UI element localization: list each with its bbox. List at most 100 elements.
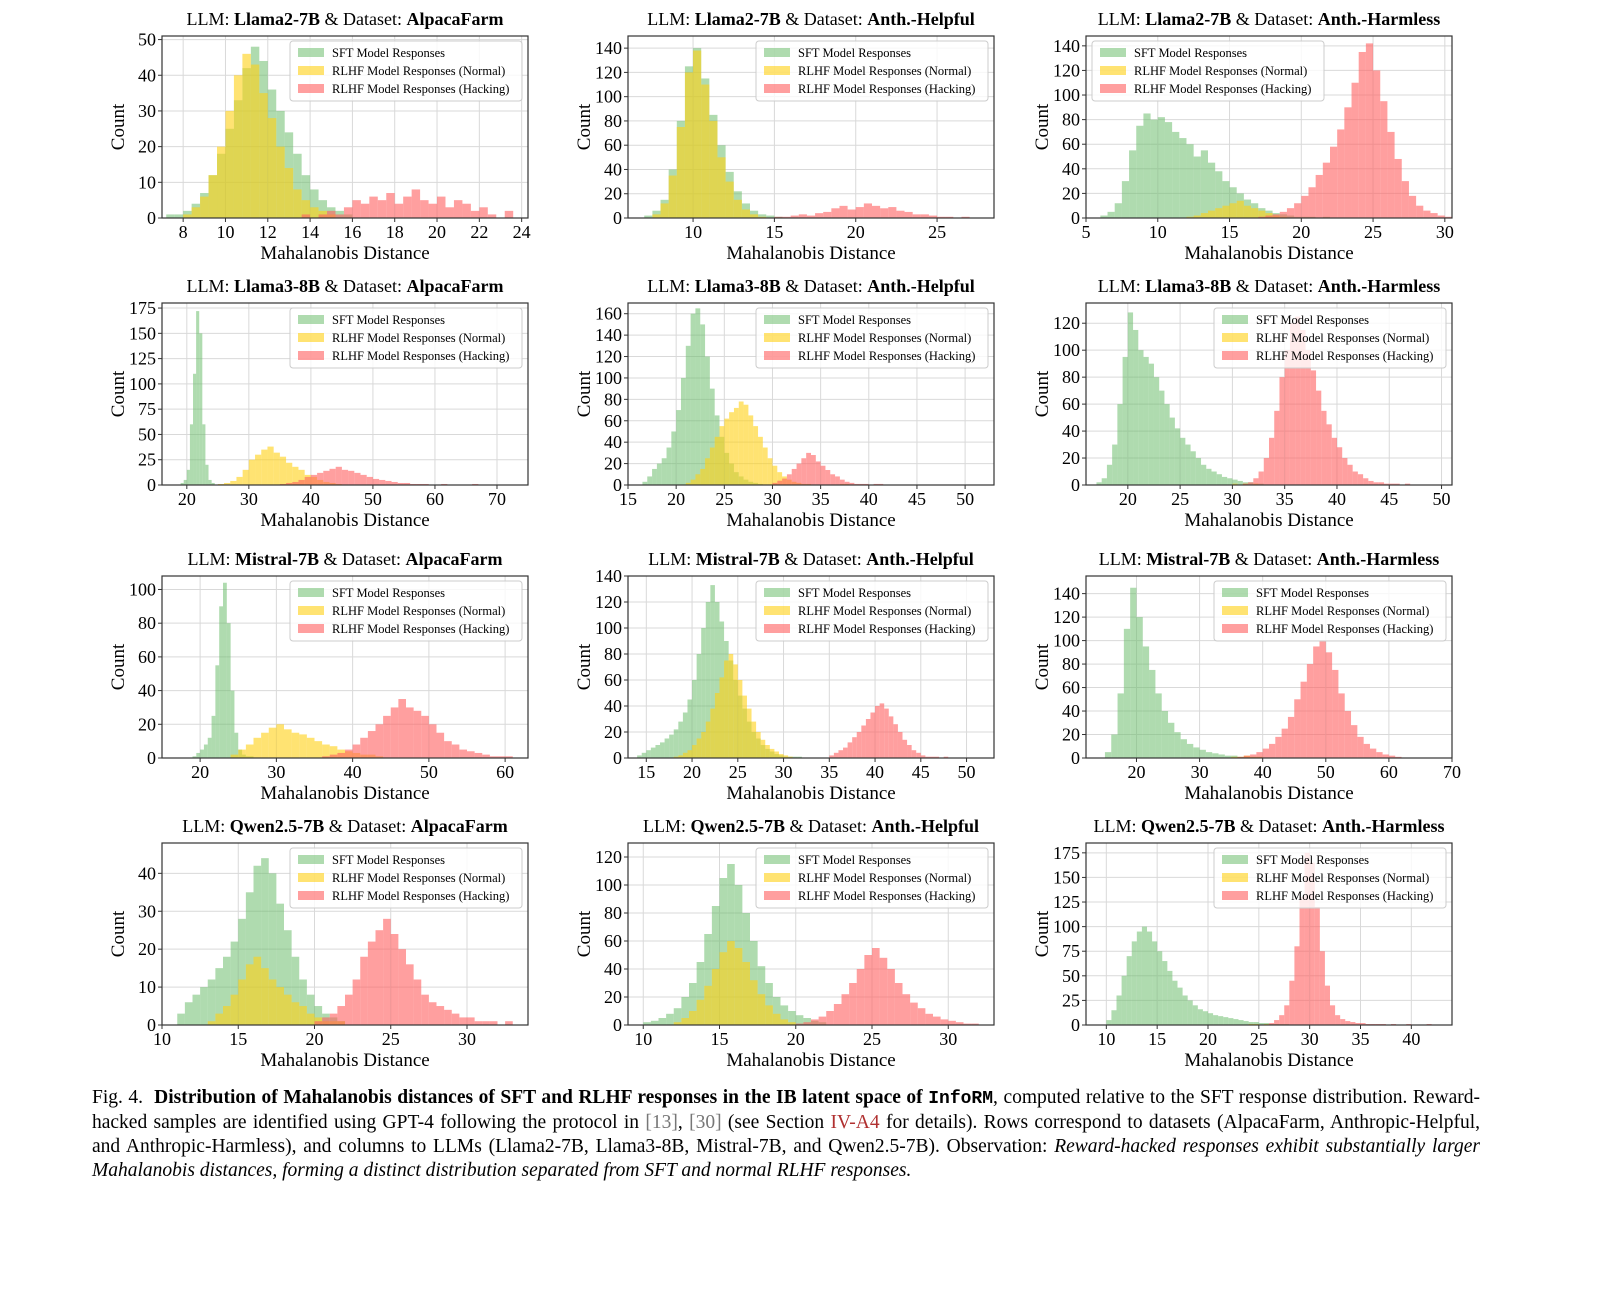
histogram-panel: LLM: Llama2-7B & Dataset: Anth.-Harmless… — [1016, 5, 1486, 273]
histogram-panel: LLM: Qwen2.5-7B & Dataset: AlpacaFarm 10 1… — [92, 812, 562, 1080]
histogram-bar-normal — [751, 721, 757, 758]
histogram-bar-hacking — [929, 756, 935, 758]
x-tick-label: 15 — [229, 1029, 247, 1049]
x-tick-label: 22 — [470, 222, 488, 242]
histogram-bar-hacking — [329, 1013, 338, 1025]
histogram-bar-sft — [1174, 732, 1181, 758]
histogram-bar-normal — [238, 979, 246, 1025]
histogram-bar-hacking — [403, 196, 412, 218]
histogram-bar-hacking — [1360, 1023, 1366, 1025]
histogram-bar-hacking — [1316, 390, 1322, 485]
histogram-bar-normal — [733, 199, 742, 218]
histogram-bar-sft — [1153, 377, 1160, 485]
y-tick-label: 80 — [604, 644, 622, 664]
histogram-bar-hacking — [1250, 754, 1257, 758]
histogram-chart: LLM: Llama3-8B & Dataset: Anth.-Harmless… — [1032, 276, 1453, 531]
histogram-bar-hacking — [372, 478, 380, 485]
legend-label-sft: SFT Model Responses — [798, 313, 911, 327]
histogram-bar-normal — [223, 1006, 231, 1025]
legend: SFT Model Responses RLHF Model Responses … — [289, 307, 523, 369]
histogram-bar-sft — [660, 742, 665, 758]
histogram-bar-hacking — [1248, 482, 1254, 485]
histogram-bar-hacking — [884, 708, 889, 758]
model-name: InfoRM — [928, 1089, 994, 1109]
histogram-bar-hacking — [1365, 43, 1374, 218]
y-tick-label: 75 — [138, 399, 156, 419]
histogram-bar-normal — [284, 729, 292, 758]
histogram-bar-normal — [772, 465, 778, 485]
x-tick-label: 40 — [1254, 762, 1272, 782]
histogram-bar-hacking — [474, 752, 483, 758]
histogram-bar-normal — [673, 756, 679, 758]
histogram-bar-hacking — [904, 211, 913, 218]
histogram-bar-hacking — [1281, 728, 1288, 758]
x-tick-label: 15 — [1221, 222, 1239, 242]
y-tick-label: 20 — [138, 137, 156, 157]
histogram-bar-hacking — [1357, 474, 1364, 485]
histogram-bar-sft — [1130, 587, 1137, 758]
x-tick-label: 25 — [1250, 1029, 1268, 1049]
histogram-bar-hacking — [379, 479, 386, 485]
legend-label-sft: SFT Model Responses — [332, 313, 445, 327]
histogram-bar-hacking — [791, 468, 797, 485]
histogram-panel: LLM: Llama2-7B & Dataset: Anth.-Helpful 1… — [558, 5, 1028, 273]
histogram-bar-normal — [268, 727, 277, 758]
histogram-bar-sft — [696, 654, 702, 758]
histogram-bar-sft — [219, 606, 223, 758]
x-tick-label: 15 — [711, 1029, 729, 1049]
histogram-bar-sft — [673, 1008, 682, 1025]
histogram-bar-normal — [245, 744, 254, 758]
histogram-bar-sft — [310, 189, 319, 218]
legend-label-normal: RLHF Model Responses (Normal) — [1256, 871, 1429, 885]
histogram-bar-sft — [207, 737, 212, 758]
x-tick-label: 50 — [420, 762, 438, 782]
histogram-panel: LLM: Llama2-7B & Dataset: AlpacaFarm 8 10 1… — [92, 5, 562, 273]
histogram-bar-hacking — [839, 479, 845, 485]
histogram-bar-hacking — [451, 744, 460, 758]
section-link[interactable]: IV-A4 — [830, 1112, 880, 1133]
y-tick-label: 80 — [1062, 367, 1080, 387]
legend: SFT Model Responses RLHF Model Responses … — [289, 40, 523, 102]
citation-link[interactable]: [30] — [689, 1112, 722, 1133]
plot-frame — [627, 35, 995, 219]
histogram-bar-hacking — [933, 1016, 941, 1025]
histogram-bar-normal — [719, 677, 725, 758]
chart-title: LLM: Mistral-7B & Dataset: Anth.-Helpful — [648, 549, 974, 569]
histogram-bar-hacking — [795, 1023, 804, 1025]
citation-link[interactable]: [13] — [645, 1112, 678, 1133]
histogram-bar-hacking — [1408, 195, 1417, 218]
y-tick-label: 20 — [604, 987, 622, 1007]
histogram-bar-hacking — [1256, 752, 1263, 758]
histogram-bar-sft — [230, 690, 235, 758]
histogram-bar-hacking — [937, 216, 946, 218]
legend-swatch-hacking — [764, 624, 790, 633]
y-tick-label: 120 — [595, 847, 622, 867]
histogram-bar-hacking — [1342, 458, 1348, 485]
legend-swatch-hacking — [298, 351, 324, 360]
histogram-bar-sft — [215, 968, 223, 1025]
legend-box — [289, 847, 523, 909]
histogram-bar-hacking — [790, 215, 799, 218]
histogram-bar-hacking — [879, 957, 888, 1025]
title-dataset: AlpacaFarm — [407, 276, 504, 296]
histogram-bar-normal — [774, 751, 779, 758]
legend: SFT Model Responses RLHF Model Responses … — [755, 580, 989, 642]
histogram-bar-sft — [166, 214, 175, 218]
histogram-bar-sft — [1100, 215, 1108, 218]
x-tick-label: 25 — [382, 1029, 400, 1049]
x-tick-label: 30 — [1301, 1029, 1319, 1049]
x-tick-label: 10 — [216, 222, 234, 242]
legend-label-sft: SFT Model Responses — [1134, 46, 1247, 60]
title-dataset: Anth.-Helpful — [871, 816, 979, 836]
histogram-bar-hacking — [1274, 1020, 1280, 1025]
y-tick-label: 60 — [1062, 678, 1080, 698]
histogram-bar-hacking — [833, 1004, 842, 1025]
title-llm-label: LLM: — [187, 276, 235, 296]
legend-swatch-normal — [298, 333, 324, 342]
x-axis-label: Mahalanobis Distance — [1184, 783, 1353, 804]
legend-label-sft: SFT Model Responses — [798, 46, 911, 60]
y-axis-label: Count — [1032, 370, 1053, 417]
histogram-bar-hacking — [1314, 906, 1320, 1025]
histogram-bar-hacking — [360, 956, 368, 1025]
histogram-bar-sft — [1168, 722, 1175, 758]
